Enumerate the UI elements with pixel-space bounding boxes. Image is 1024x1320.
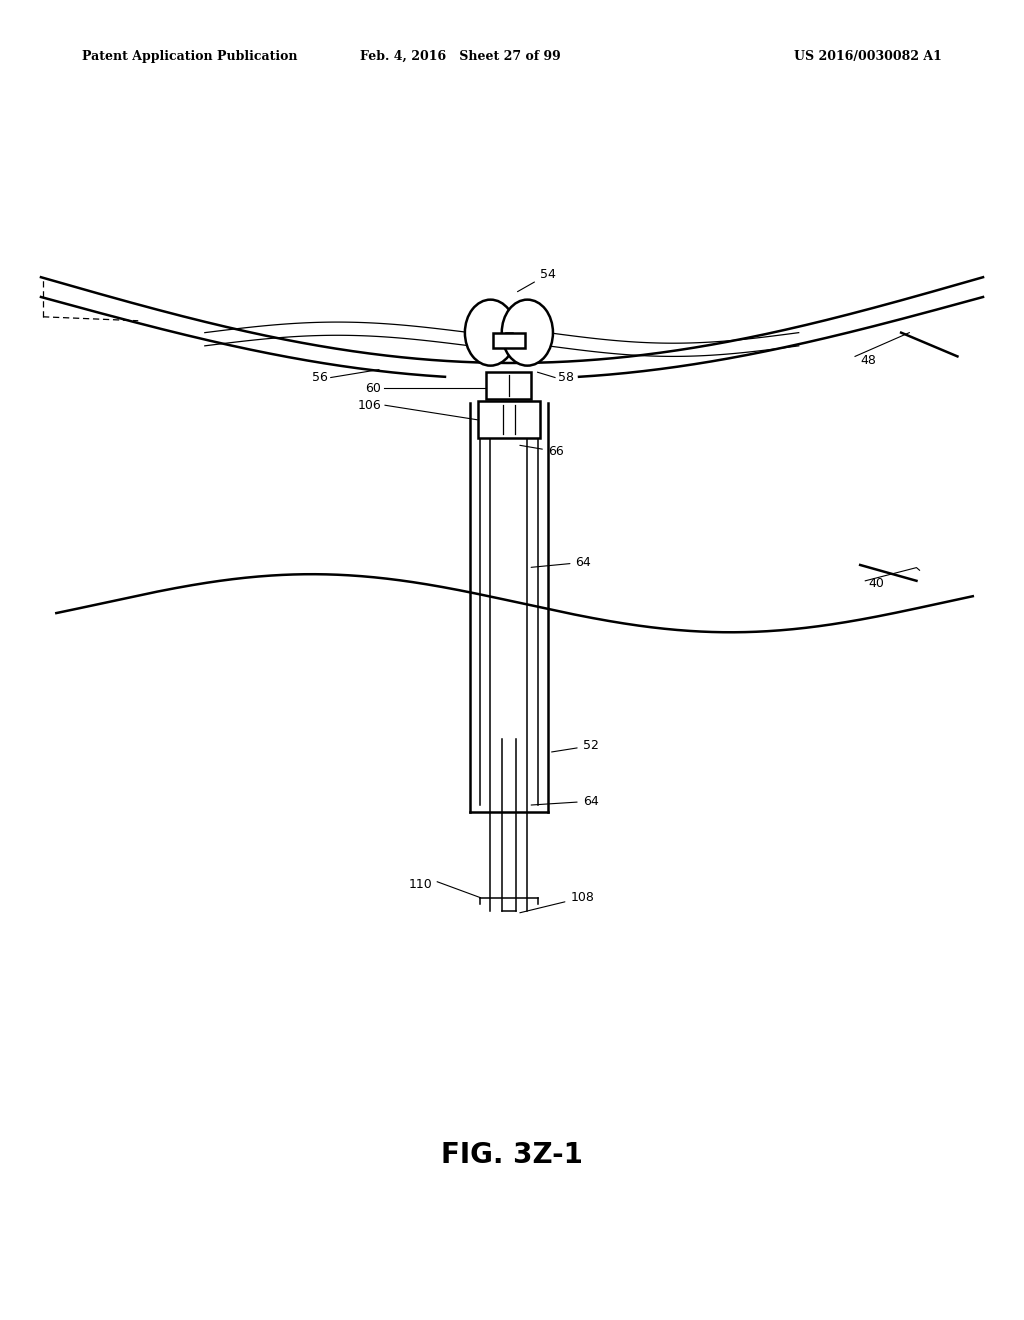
Text: 106: 106 [357,399,381,412]
Text: 108: 108 [520,891,594,913]
Text: 64: 64 [531,795,598,808]
Text: Patent Application Publication: Patent Application Publication [82,50,297,63]
Text: 60: 60 [365,381,381,395]
Circle shape [465,300,516,366]
Text: FIG. 3Z-1: FIG. 3Z-1 [441,1140,583,1170]
Text: 64: 64 [531,556,591,569]
Circle shape [502,300,553,366]
Text: 56: 56 [311,371,328,384]
Text: US 2016/0030082 A1: US 2016/0030082 A1 [795,50,942,63]
Text: 54: 54 [517,268,556,292]
Bar [486,372,531,399]
Text: 58: 58 [558,371,574,384]
Text: 48: 48 [860,354,877,367]
Text: Feb. 4, 2016   Sheet 27 of 99: Feb. 4, 2016 Sheet 27 of 99 [360,50,561,63]
Bar [478,401,540,438]
Text: 52: 52 [552,739,599,752]
Text: 66: 66 [520,445,563,458]
Text: 40: 40 [868,577,885,590]
Text: 110: 110 [409,878,432,891]
Bar [493,333,525,348]
